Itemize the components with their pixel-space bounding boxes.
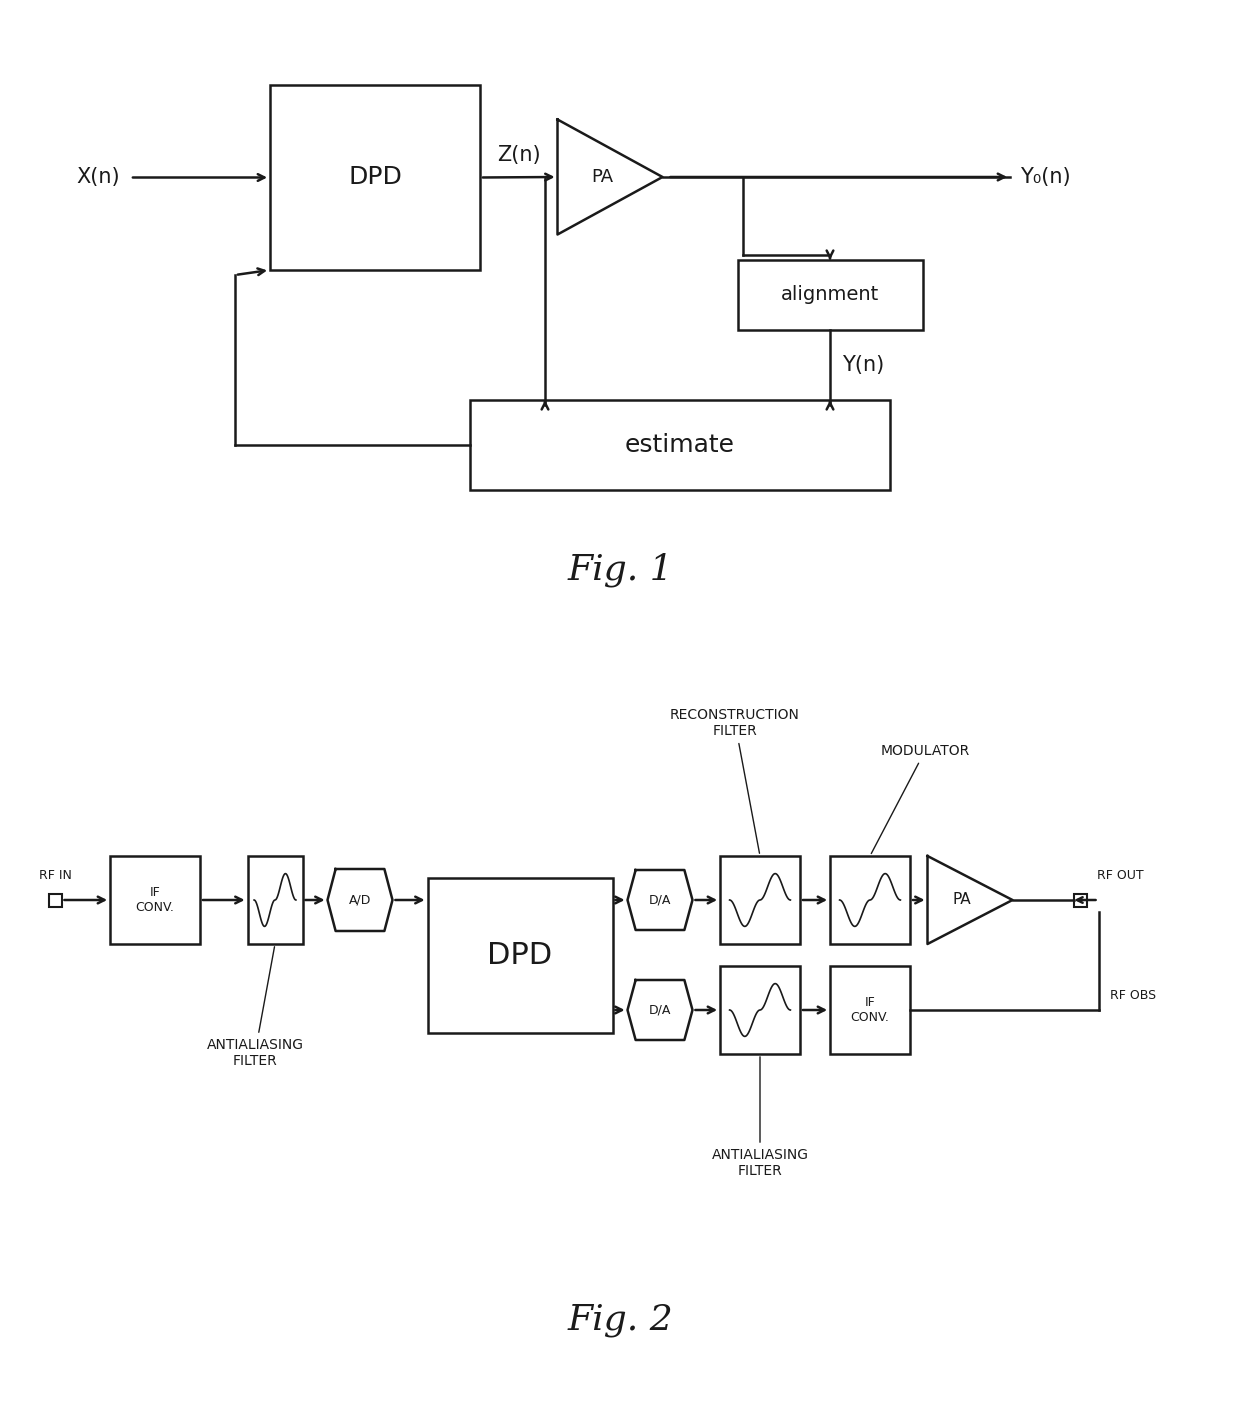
Text: X(n): X(n) [77, 167, 120, 188]
Text: Fig. 2: Fig. 2 [567, 1303, 673, 1337]
FancyBboxPatch shape [830, 966, 910, 1054]
Text: A/D: A/D [348, 893, 371, 907]
Text: PA: PA [952, 893, 971, 907]
Text: alignment: alignment [781, 286, 879, 304]
Text: RF OBS: RF OBS [1111, 989, 1157, 1002]
FancyBboxPatch shape [48, 893, 62, 907]
Text: DPD: DPD [487, 941, 553, 969]
Text: ANTIALIASING
FILTER: ANTIALIASING FILTER [207, 947, 304, 1068]
Polygon shape [627, 870, 692, 930]
FancyBboxPatch shape [1074, 893, 1086, 907]
FancyBboxPatch shape [470, 400, 890, 490]
FancyBboxPatch shape [738, 260, 923, 330]
FancyBboxPatch shape [110, 856, 200, 944]
Polygon shape [327, 869, 393, 931]
FancyBboxPatch shape [830, 856, 910, 944]
Polygon shape [627, 981, 692, 1040]
FancyBboxPatch shape [270, 85, 480, 270]
Text: Fig. 1: Fig. 1 [567, 553, 673, 587]
Text: Z(n): Z(n) [497, 146, 541, 166]
FancyBboxPatch shape [428, 877, 613, 1033]
Text: RF IN: RF IN [38, 869, 72, 882]
Text: ANTIALIASING
FILTER: ANTIALIASING FILTER [712, 1057, 808, 1179]
FancyBboxPatch shape [248, 856, 303, 944]
Text: IF
CONV.: IF CONV. [135, 886, 175, 914]
Text: RECONSTRUCTION
FILTER: RECONSTRUCTION FILTER [670, 708, 800, 853]
Text: D/A: D/A [649, 1003, 671, 1016]
Text: MODULATOR: MODULATOR [872, 744, 970, 853]
Text: Y(n): Y(n) [842, 355, 884, 375]
Text: IF
CONV.: IF CONV. [851, 996, 889, 1024]
Text: D/A: D/A [649, 893, 671, 907]
Text: DPD: DPD [348, 166, 402, 190]
Text: RF OUT: RF OUT [1096, 869, 1143, 882]
Text: Y₀(n): Y₀(n) [1021, 167, 1070, 187]
FancyBboxPatch shape [720, 966, 800, 1054]
Text: PA: PA [591, 168, 613, 185]
FancyBboxPatch shape [720, 856, 800, 944]
Text: estimate: estimate [625, 433, 735, 457]
